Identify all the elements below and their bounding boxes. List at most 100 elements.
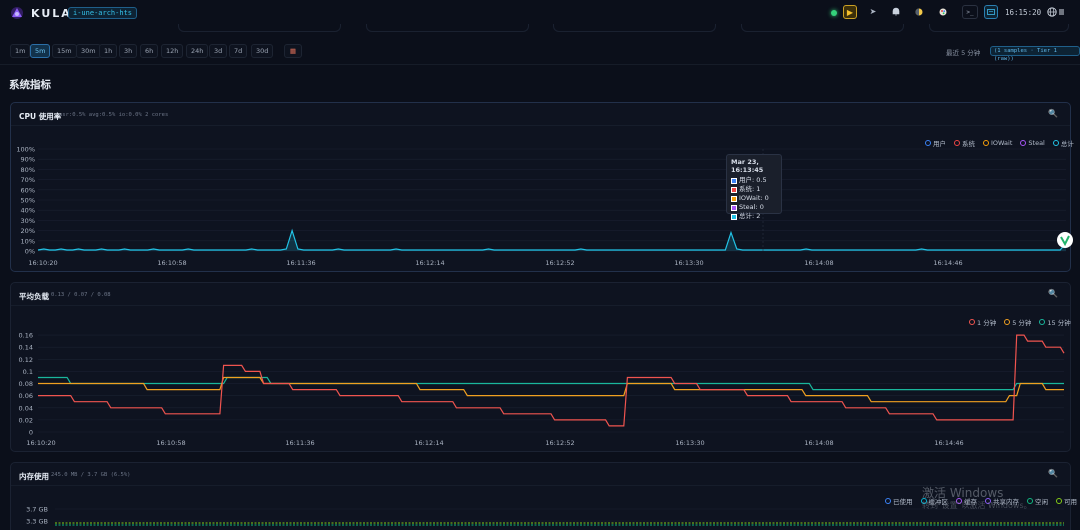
series-line-5m (38, 376, 1064, 403)
section-title: 系统指标 (9, 79, 51, 91)
series-line-1m (38, 334, 1065, 427)
range-option-1h[interactable]: 1h (99, 44, 118, 58)
zoom-icon[interactable]: 🔍 (1048, 469, 1058, 478)
tooltip-value: 用户: 0.5 (739, 176, 767, 184)
legend-item[interactable]: 共享内存 (985, 496, 1019, 506)
bell-icon (892, 7, 900, 16)
y-tick-label: 0.14 (19, 344, 33, 352)
legend-label: 用户 (933, 140, 946, 148)
theme-toggle-button[interactable] (912, 5, 926, 19)
alerts-button[interactable] (889, 5, 903, 19)
fullscreen-button[interactable] (984, 5, 998, 19)
tooltip-row: 用户: 0.5 (731, 176, 777, 185)
y-tick-label: 3.7 GB (26, 506, 48, 514)
legend-item[interactable]: 用户 (925, 138, 946, 148)
legend-label: 已使用 (893, 498, 913, 506)
legend-item[interactable]: Steal (1020, 138, 1045, 148)
legend-label: 缓存 (964, 498, 977, 506)
range-option-7d[interactable]: 7d (229, 44, 248, 58)
cpu-usage-panel: CPU 使用率 usr:0.5% avg:0.5% io:0.0% 2 core… (10, 102, 1074, 273)
play-button[interactable]: ▶ (843, 5, 857, 19)
range-info: 最近 5 分钟 (946, 49, 981, 57)
clock: 16:15:20 (1005, 8, 1042, 17)
windows-activation-watermark: 激活 Windows (922, 486, 1004, 500)
tooltip-row: 总计: 2 (731, 212, 777, 221)
range-option-15m[interactable]: 15m (52, 44, 77, 58)
legend-swatch (1027, 498, 1033, 504)
kula-logo-icon (11, 7, 23, 19)
zoom-icon[interactable]: 🔍 (1048, 289, 1058, 298)
legend-swatch (1052, 140, 1059, 146)
legend-label: Steal (1028, 139, 1045, 147)
range-option-24h[interactable]: 24h (186, 44, 209, 58)
y-tick-label: 70% (21, 176, 35, 184)
memory-panel-title: 内存使用 (19, 472, 49, 481)
range-option-3h[interactable]: 3h (119, 44, 138, 58)
y-tick-label: 100% (16, 146, 35, 154)
legend-swatch (1020, 140, 1027, 146)
legend-item[interactable]: 缓冲区 (920, 496, 948, 506)
hostname-badge[interactable]: i-une-arch-hts (68, 7, 138, 19)
range-option-1m[interactable]: 1m (10, 44, 31, 58)
tooltip-swatch (731, 213, 737, 220)
legend-swatch (885, 498, 891, 504)
palette-icon (939, 8, 947, 16)
range-option-30d[interactable]: 30d (251, 44, 274, 58)
series-line-15m (38, 376, 1064, 391)
summary-card-stub (178, 24, 341, 32)
brand-check-icon[interactable] (1056, 231, 1074, 249)
legend-swatch (985, 498, 991, 504)
legend-item[interactable]: 5 分钟 (1004, 317, 1031, 327)
legend-label: 可用 (1064, 498, 1077, 506)
y-tick-label: 0.02 (19, 416, 33, 424)
load-average-panel: 平均负载 0.13 / 0.07 / 0.08 🔍 1 分钟 5 分钟 15 分钟 … (10, 282, 1071, 452)
legend-item[interactable]: 缓存 (956, 496, 977, 506)
tooltip-value: IOWait: 0 (739, 194, 769, 202)
legend-item[interactable]: 1 分钟 (969, 317, 996, 327)
monitor-icon (987, 9, 995, 15)
zoom-icon[interactable]: 🔍 (1048, 109, 1058, 118)
range-option-30m[interactable]: 30m (76, 44, 101, 58)
legend-item[interactable]: 空闲 (1027, 496, 1048, 506)
legend-item[interactable]: 15 分钟 (1039, 317, 1071, 327)
cpu-legend: 用户 系统 IOWait Steal 总计 (925, 138, 1074, 148)
tooltip-row: 系统: 1 (731, 185, 777, 194)
legend-item[interactable]: IOWait (983, 138, 1012, 148)
legend-item[interactable]: 已使用 (885, 496, 913, 506)
y-tick-label: 0 (29, 429, 33, 437)
legend-swatch (969, 319, 975, 325)
cursor-button[interactable]: ➤ (866, 5, 880, 19)
x-tick-label: 16:12:14 (414, 439, 443, 447)
legend-swatch (925, 140, 931, 146)
y-tick-label: 0.04 (19, 404, 33, 412)
y-tick-label: 40% (21, 207, 35, 215)
range-option-5m[interactable]: 5m (30, 44, 51, 58)
brand-name: KULA (31, 7, 72, 20)
range-option-12h[interactable]: 12h (161, 44, 184, 58)
x-tick-label: 16:10:20 (28, 259, 57, 267)
cpu-chart[interactable]: 0% 10% 20% 30% 40% 50% 60% 70% 80% 90% 100% 16:10:2… (11, 103, 1072, 273)
load-chart[interactable]: 0 0.02 0.04 0.06 0.08 0.1 0.12 0.14 0.16 16:10:20… (11, 283, 1072, 453)
memory-chart[interactable]: 3.7 GB 3.3 GB (11, 463, 1072, 530)
custom-range-button[interactable]: ▦ (284, 44, 302, 58)
language-menu-button[interactable] (1045, 5, 1067, 19)
x-tick-label: 16:10:58 (156, 439, 185, 447)
palette-button[interactable] (936, 5, 950, 19)
half-moon-icon (915, 8, 923, 16)
legend-item[interactable]: 系统 (954, 138, 975, 148)
x-tick-label: 16:14:46 (933, 259, 962, 267)
legend-item[interactable]: 可用 (1056, 496, 1077, 506)
y-tick-label: 60% (21, 186, 35, 194)
play-icon: ▶ (846, 8, 854, 17)
range-option-6h[interactable]: 6h (140, 44, 159, 58)
legend-item[interactable]: 总计 (1052, 138, 1074, 148)
y-tick-label: 0.1 (23, 368, 33, 376)
load-panel-subtitle: 0.13 / 0.07 / 0.08 (51, 292, 111, 298)
x-tick-label: 16:12:52 (545, 439, 574, 447)
live-status-indicator (831, 10, 837, 16)
terminal-button[interactable]: >_ (962, 5, 978, 19)
summary-card-stub (366, 24, 529, 32)
range-option-3d[interactable]: 3d (209, 44, 228, 58)
x-tick-label: 16:13:30 (674, 259, 703, 267)
series-line-total (37, 228, 1067, 251)
